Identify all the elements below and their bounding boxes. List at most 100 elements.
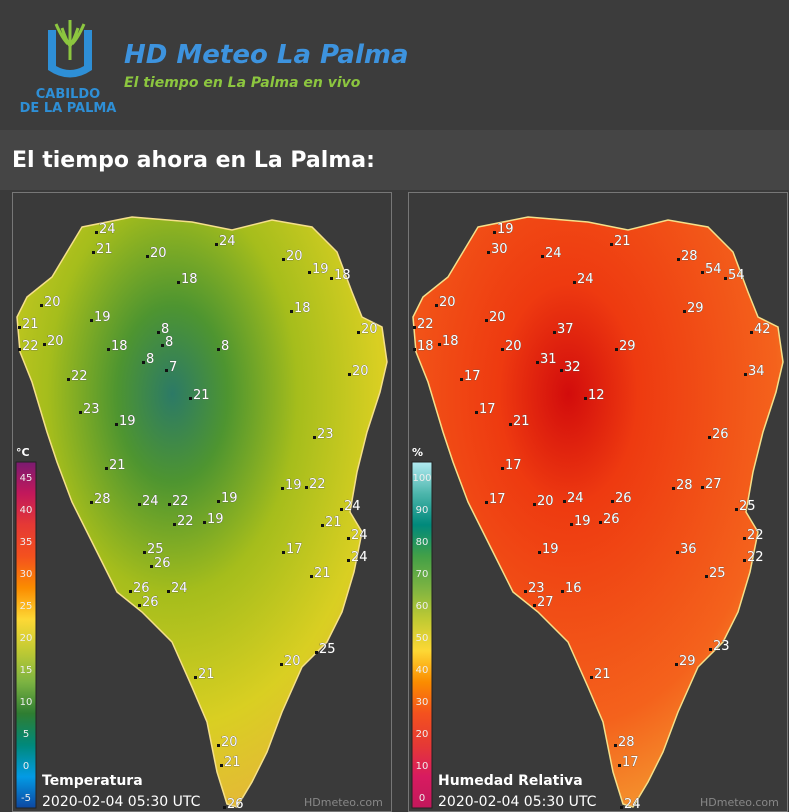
station-value: 8 — [146, 352, 154, 367]
station-value: 21 — [224, 755, 241, 770]
station-value: 23 — [713, 639, 730, 654]
station-dot — [677, 258, 680, 261]
station-dot — [676, 551, 679, 554]
station-dot — [305, 486, 308, 489]
station-dot — [217, 500, 220, 503]
station-value: 24 — [351, 528, 368, 543]
station-value: 25 — [709, 566, 726, 581]
station-value: 29 — [687, 301, 704, 316]
station-value: 30 — [491, 242, 508, 257]
site-title[interactable]: HD Meteo La Palma — [124, 40, 409, 70]
station-value: 54 — [728, 268, 745, 283]
station-dot — [138, 604, 141, 607]
station-dot — [146, 255, 149, 258]
station-value: 32 — [564, 360, 581, 375]
station-value: 20 — [352, 364, 369, 379]
station-dot — [167, 590, 170, 593]
station-value: 21 — [325, 515, 342, 530]
station-dot — [509, 423, 512, 426]
station-value: 26 — [615, 491, 632, 506]
colorbar-tick: 50 — [416, 633, 429, 644]
site-subtitle: El tiempo en La Palma en vivo — [124, 75, 361, 91]
station-dot — [533, 604, 536, 607]
station-value: 17 — [489, 492, 506, 507]
station-dot — [413, 348, 416, 351]
station-value: 25 — [319, 642, 336, 657]
station-dot — [220, 764, 223, 767]
station-dot — [223, 806, 226, 809]
station-dot — [142, 361, 145, 364]
station-value: 19 — [119, 414, 136, 429]
watermark: HDmeteo.com — [304, 796, 383, 809]
station-dot — [485, 501, 488, 504]
station-value: 28 — [94, 492, 111, 507]
station-dot — [115, 423, 118, 426]
station-dot — [709, 648, 712, 651]
station-value: 20 — [489, 310, 506, 325]
colorbar-tick: 30 — [416, 697, 429, 708]
station-dot — [724, 277, 727, 280]
colorbar-tick: 30 — [20, 569, 33, 580]
colorbar-tick: 100 — [412, 473, 431, 484]
station-dot — [708, 436, 711, 439]
station-value: 22 — [22, 339, 39, 354]
station-dot — [138, 503, 141, 506]
station-dot — [150, 565, 153, 568]
station-value: 22 — [747, 528, 764, 543]
station-dot — [705, 575, 708, 578]
station-dot — [177, 281, 180, 284]
watermark: HDmeteo.com — [700, 796, 779, 809]
station-dot — [18, 348, 21, 351]
station-dot — [675, 663, 678, 666]
logo-icon — [48, 20, 92, 78]
station-value: 8 — [161, 322, 169, 337]
station-value: 19 — [312, 262, 329, 277]
station-dot — [67, 378, 70, 381]
station-dot — [90, 501, 93, 504]
colorbar-unit: % — [412, 446, 423, 459]
station-dot — [460, 378, 463, 381]
station-value: 28 — [676, 478, 693, 493]
colorbar-tick: -5 — [21, 793, 31, 804]
station-value: 22 — [309, 477, 326, 492]
station-dot — [313, 436, 316, 439]
station-value: 20 — [47, 334, 64, 349]
colorbar-tick: 35 — [20, 537, 33, 548]
station-value: 20 — [537, 494, 554, 509]
station-dot — [618, 764, 621, 767]
section-band — [0, 130, 789, 190]
station-dot — [280, 663, 283, 666]
humidity-map[interactable]: 19 30 21 24 28 54 54 24 20 29 20 22 37 42 18 18 20 29 31 32… — [408, 192, 788, 812]
colorbar-tick: 5 — [23, 729, 29, 740]
station-value: 18 — [181, 272, 198, 287]
colorbar-tick: 40 — [416, 665, 429, 676]
station-value: 16 — [565, 581, 582, 596]
station-dot — [701, 486, 704, 489]
station-dot — [501, 467, 504, 470]
station-dot — [165, 369, 168, 372]
station-value: 18 — [442, 334, 459, 349]
station-dot — [487, 251, 490, 254]
station-value: 19 — [285, 478, 302, 493]
station-dot — [105, 467, 108, 470]
station-dot — [290, 310, 293, 313]
station-dot — [315, 651, 318, 654]
station-dot — [610, 243, 613, 246]
station-dot — [40, 304, 43, 307]
station-value: 12 — [588, 388, 605, 403]
station-dot — [743, 559, 746, 562]
station-value: 42 — [754, 322, 771, 337]
station-value: 22 — [747, 550, 764, 565]
map-title: Humedad Relativa — [438, 773, 583, 789]
station-value: 21 — [594, 667, 611, 682]
station-dot — [438, 343, 441, 346]
colorbar — [15, 461, 37, 809]
station-dot — [584, 397, 587, 400]
colorbar-tick: 45 — [20, 473, 33, 484]
station-value: 18 — [294, 301, 311, 316]
station-value: 8 — [221, 339, 229, 354]
station-dot — [330, 277, 333, 280]
station-value: 36 — [680, 542, 697, 557]
